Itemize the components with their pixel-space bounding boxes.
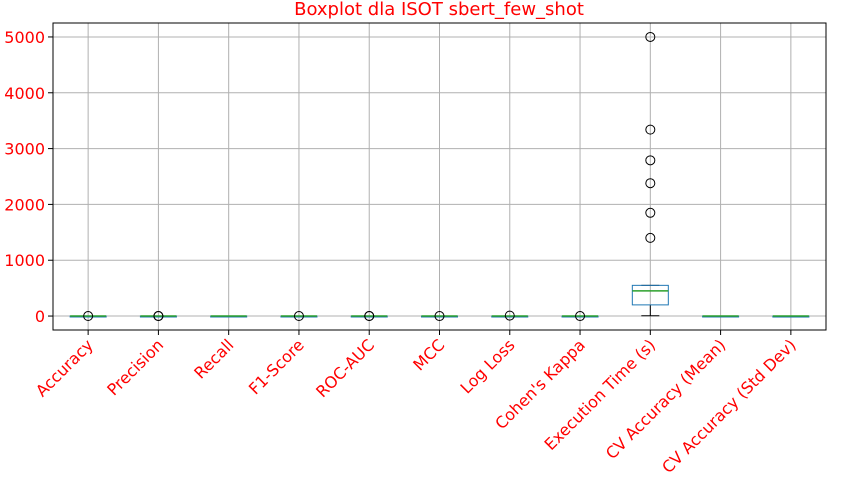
flier-point <box>504 310 515 321</box>
boxes <box>69 31 810 322</box>
y-tick-label: 5000 <box>4 28 45 47</box>
x-tick-label: Recall <box>190 335 237 382</box>
x-tick-label: F1-Score <box>245 335 308 398</box>
x-tick-label: Accuracy <box>32 335 97 400</box>
flier-point <box>645 31 656 42</box>
x-tick-label: ROC-AUC <box>312 335 378 401</box>
box-6 <box>421 311 458 322</box>
y-tick-label: 1000 <box>4 251 45 270</box>
y-tick-label: 4000 <box>4 84 45 103</box>
box-10 <box>702 315 740 318</box>
flier-point <box>645 155 656 166</box>
flier-point <box>645 124 656 135</box>
x-axis: Accuracy Precision Recall F1-Score ROC-AUC MC… <box>32 330 800 477</box>
flier-point <box>364 311 375 322</box>
box-2 <box>139 311 177 322</box>
box-5 <box>350 311 388 322</box>
x-tick-label: Precision <box>103 335 167 399</box>
flier-point <box>645 207 656 218</box>
y-tick-label: 2000 <box>4 195 45 214</box>
flier-point <box>153 311 164 322</box>
box-9 <box>631 31 669 317</box>
y-axis: 0 1000 2000 3000 4000 5000 <box>4 28 53 326</box>
box-4 <box>280 311 318 322</box>
box-body <box>631 284 669 306</box>
y-tick-label: 3000 <box>4 140 45 159</box>
grid-lines <box>53 23 826 330</box>
box-1 <box>69 311 107 322</box>
box-3 <box>210 315 248 318</box>
flier-point <box>645 232 656 243</box>
x-tick-label: Log Loss <box>457 335 519 397</box>
chart-title: Boxplot dla ISOT sbert_few_shot <box>294 0 584 20</box>
flier-point <box>575 311 586 322</box>
flier-point <box>645 178 656 189</box>
flier-point <box>434 311 445 322</box>
box-11 <box>772 315 810 318</box>
flier-point <box>293 311 304 322</box>
x-tick-label: MCC <box>409 335 448 374</box>
box-7 <box>491 310 529 321</box>
flier-point <box>83 311 94 322</box>
y-tick-label: 0 <box>35 307 45 326</box>
box-8 <box>561 311 599 322</box>
x-tick-label: CV Accuracy (Std Dev) <box>658 335 800 477</box>
x-tick-label: CV Accuracy (Mean) <box>602 335 730 463</box>
